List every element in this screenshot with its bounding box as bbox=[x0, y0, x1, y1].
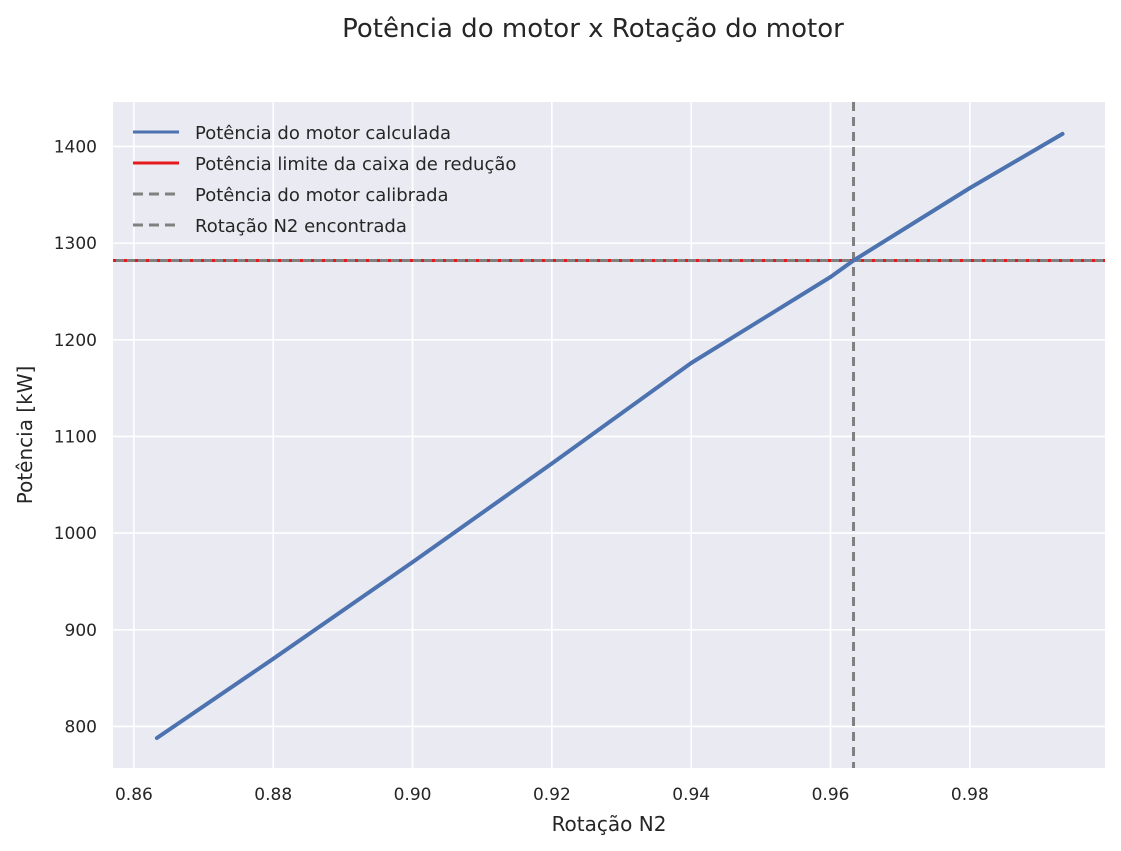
legend-label: Rotação N2 encontrada bbox=[195, 216, 407, 237]
y-tick-label: 1200 bbox=[54, 331, 97, 351]
y-axis-label: Potência [kW] bbox=[13, 366, 37, 505]
y-tick-label: 800 bbox=[65, 717, 97, 737]
chart-title: Potência do motor x Rotação do motor bbox=[342, 14, 844, 44]
tick-labels: 0.86 0.88 0.90 0.92 0.94 0.96 0.98 800 900 1000 11… bbox=[54, 137, 989, 805]
x-tick-label: 0.86 bbox=[115, 785, 153, 805]
x-tick-label: 0.90 bbox=[394, 785, 432, 805]
legend-label: Potência limite da caixa de redução bbox=[195, 154, 516, 175]
x-axis-label: Rotação N2 bbox=[552, 812, 667, 836]
legend-label: Potência do motor calibrada bbox=[195, 185, 449, 206]
series-line-calculada bbox=[154, 131, 1065, 740]
x-tick-label: 0.88 bbox=[254, 785, 292, 805]
x-tick-label: 0.96 bbox=[812, 785, 850, 805]
x-tick-label: 0.92 bbox=[533, 785, 571, 805]
legend-label: Potência do motor calculada bbox=[195, 123, 451, 144]
y-tick-label: 1100 bbox=[54, 427, 97, 447]
legend: Potência do motor calculada Potência limi… bbox=[133, 123, 516, 237]
y-tick-label: 1400 bbox=[54, 137, 97, 157]
x-tick-label: 0.94 bbox=[672, 785, 710, 805]
x-tick-label: 0.98 bbox=[951, 785, 989, 805]
y-tick-label: 1000 bbox=[54, 524, 97, 544]
y-tick-label: 1300 bbox=[54, 234, 97, 254]
grid bbox=[113, 102, 1105, 768]
y-tick-label: 900 bbox=[65, 621, 97, 641]
series bbox=[113, 102, 1105, 768]
